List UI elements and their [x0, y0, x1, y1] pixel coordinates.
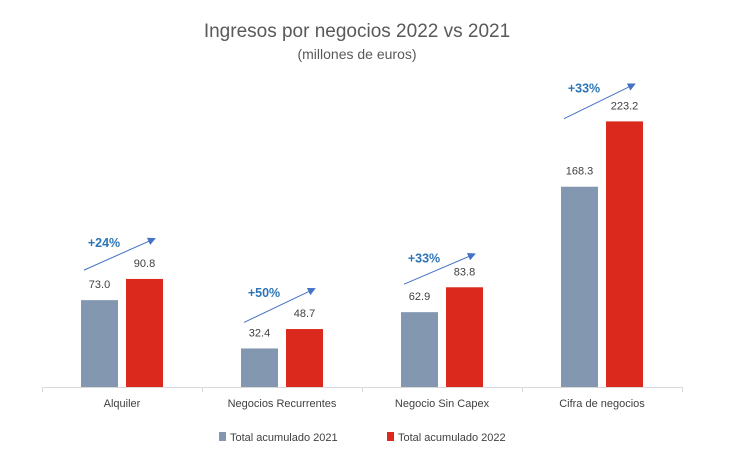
chart-title: Ingresos por negocios 2022 vs 2021	[204, 21, 510, 42]
legend-label-2021: Total acumulado 2021	[230, 432, 338, 444]
legend: Total acumulado 2021 Total acumulado 202…	[219, 432, 506, 444]
x-tick-label: Negocios Recurrentes	[228, 398, 337, 410]
bar-2022	[286, 329, 323, 387]
growth-label: +33%	[568, 81, 600, 95]
chart-subtitle: (millones de euros)	[297, 46, 416, 62]
bar-2022	[446, 287, 483, 387]
data-label: 73.0	[89, 279, 110, 291]
x-tick-label: Negocio Sin Capex	[395, 398, 490, 410]
bar-2021	[561, 186, 598, 387]
growth-label: +33%	[408, 251, 440, 265]
bar-2022	[606, 121, 643, 387]
bar-2022	[126, 278, 163, 387]
growth-label: +50%	[248, 286, 280, 300]
legend-label-2022: Total acumulado 2022	[398, 432, 506, 444]
data-label: 32.4	[249, 327, 270, 339]
x-tick-label: Alquiler	[104, 398, 141, 410]
bar-2021	[241, 348, 278, 387]
x-tick-label: Cifra de negocios	[559, 398, 645, 410]
data-label: 48.7	[294, 308, 315, 320]
data-label: 83.8	[454, 266, 475, 278]
bar-2021	[81, 300, 118, 387]
growth-arrow	[243, 288, 316, 323]
legend-swatch-2021	[219, 432, 226, 441]
growth-arrow	[83, 237, 156, 271]
data-label: 223.2	[611, 100, 639, 112]
bar-2021	[401, 312, 438, 387]
data-label: 62.9	[409, 291, 430, 303]
data-label: 168.3	[566, 166, 594, 178]
data-label: 90.8	[134, 258, 155, 270]
growth-arrow	[403, 252, 476, 285]
growth-arrow	[563, 83, 636, 120]
legend-swatch-2022	[387, 432, 394, 441]
growth-label: +24%	[88, 236, 120, 250]
